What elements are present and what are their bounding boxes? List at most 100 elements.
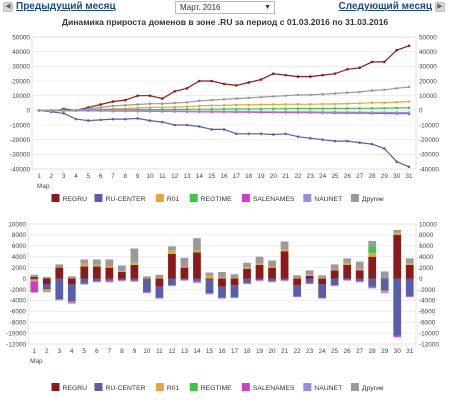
- bar-segment-Другие: [105, 259, 114, 266]
- bar-y-tick-right: 4000: [419, 254, 434, 261]
- bar-x-tick: 29: [381, 348, 389, 355]
- prev-month-link[interactable]: Предыдущий месяц: [16, 1, 116, 12]
- line-point: [198, 99, 201, 103]
- bar-segment-NAUNET: [318, 298, 327, 299]
- legend-swatch: [241, 194, 250, 202]
- bar-segment-Другие: [380, 271, 389, 279]
- line-point: [383, 106, 386, 110]
- line-y-tick-left: 20000: [12, 78, 30, 85]
- line-point: [407, 165, 411, 169]
- bar-segment-NAUNET: [255, 280, 264, 282]
- legend-swatch: [350, 383, 359, 391]
- bar-x-tick: 7: [108, 348, 112, 355]
- line-point: [161, 109, 164, 113]
- bar-segment-R01: [305, 274, 314, 276]
- bar-x-tick: 21: [281, 348, 289, 355]
- line-point: [407, 106, 411, 110]
- bar-segment-Другие: [318, 275, 327, 278]
- line-point: [222, 98, 226, 101]
- line-y-tick-right: -40000: [419, 166, 439, 173]
- line-x-tick: 15: [208, 173, 216, 180]
- bar-segment-Другие: [42, 276, 51, 279]
- line-y-tick-left: 30000: [12, 64, 30, 71]
- line-point: [383, 101, 386, 105]
- bar-segment-REGRU: [92, 266, 101, 279]
- line-point: [222, 128, 226, 131]
- bar-segment-Другие: [30, 274, 39, 277]
- bar-segment-REGRU: [67, 278, 76, 284]
- bar-segment-NAUNET: [305, 283, 314, 284]
- bar-y-tick-left: 4000: [12, 254, 27, 261]
- line-point: [395, 111, 398, 114]
- line-point: [235, 103, 238, 107]
- bar-segment-SALENAMES: [205, 293, 214, 294]
- bar-x-tick: 31: [406, 348, 414, 355]
- bar-x-tick: 2: [45, 348, 49, 355]
- bar-segment-REGRU: [155, 278, 164, 287]
- line-point: [111, 100, 115, 103]
- bar-segment-Другие: [155, 274, 164, 278]
- line-point: [296, 107, 300, 110]
- line-chart-legend: REGRU RU-CENTER R01 REGTIME SALENAMES NAUNET Д…: [51, 194, 384, 203]
- bar-segment-RU-CENTER: [305, 278, 314, 283]
- bar-y-tick-right: 6000: [419, 243, 434, 250]
- line-point: [395, 100, 398, 104]
- line-point: [161, 97, 164, 100]
- bar-x-tick: 12: [168, 348, 176, 355]
- bar-segment-NAUNET: [405, 296, 414, 298]
- line-point: [370, 111, 374, 114]
- bar-segment-R01: [67, 301, 76, 303]
- bar-segment-Другие: [280, 241, 289, 250]
- line-point: [99, 118, 102, 122]
- bar-segment-R01: [405, 263, 414, 265]
- month-select[interactable]: Март. 2016 ▼: [175, 1, 275, 14]
- line-point: [136, 103, 139, 106]
- line-point: [247, 107, 250, 111]
- line-point: [247, 132, 250, 136]
- line-x-tick: 6: [99, 173, 103, 180]
- bar-segment-NAUNET: [218, 298, 226, 299]
- bar-segment-NAUNET: [330, 285, 339, 287]
- bar-segment-SALENAMES: [67, 302, 76, 304]
- bar-y-tick-right: 8000: [419, 232, 434, 239]
- line-point: [210, 98, 213, 102]
- next-month-link[interactable]: Следующий месяц: [338, 1, 432, 12]
- prev-arrow-icon[interactable]: ◀: [3, 2, 13, 12]
- bar-segment-REGRU: [280, 251, 289, 279]
- line-point: [284, 94, 287, 97]
- bar-segment-REGRU: [393, 234, 402, 279]
- bar-segment-Другие: [92, 259, 101, 265]
- bar-segment-R01: [92, 264, 101, 267]
- line-point: [210, 107, 213, 111]
- line-point: [148, 106, 152, 109]
- line-point: [296, 135, 300, 139]
- line-y-tick-left: -30000: [10, 152, 30, 159]
- bar-segment-NAUNET: [117, 280, 126, 282]
- line-point: [185, 109, 189, 113]
- line-point: [346, 67, 349, 71]
- line-y-tick-left: 10000: [12, 93, 30, 100]
- line-point: [309, 75, 312, 78]
- line-point: [161, 102, 164, 106]
- bar-x-tick: 30: [394, 348, 402, 355]
- bar-segment-RU-CENTER: [318, 284, 327, 298]
- bar-segment-NAUNET: [143, 292, 151, 294]
- bar-segment-SALENAMES: [143, 292, 151, 293]
- bar-segment-SALENAMES: [168, 285, 176, 286]
- bar-x-tick: 5: [83, 348, 87, 355]
- bar-segment-Другие: [243, 262, 251, 268]
- line-point: [222, 82, 226, 86]
- line-point: [210, 128, 213, 131]
- bar-segment-RU-CENTER: [55, 278, 64, 300]
- bar-segment-SALENAMES: [92, 281, 101, 282]
- bar-segment-SALENAMES: [330, 285, 339, 286]
- bar-y-tick-left: -12000: [6, 341, 26, 348]
- next-arrow-icon[interactable]: ▶: [435, 2, 445, 12]
- bar-segment-RU-CENTER: [105, 278, 114, 281]
- bar-segment-Другие: [205, 272, 214, 276]
- bar-x-tick: 4: [70, 348, 74, 355]
- bar-segment-SALENAMES: [55, 299, 64, 300]
- bar-segment-NAUNET: [293, 296, 301, 298]
- bar-segment-Другие: [168, 246, 176, 251]
- line-point: [62, 109, 65, 112]
